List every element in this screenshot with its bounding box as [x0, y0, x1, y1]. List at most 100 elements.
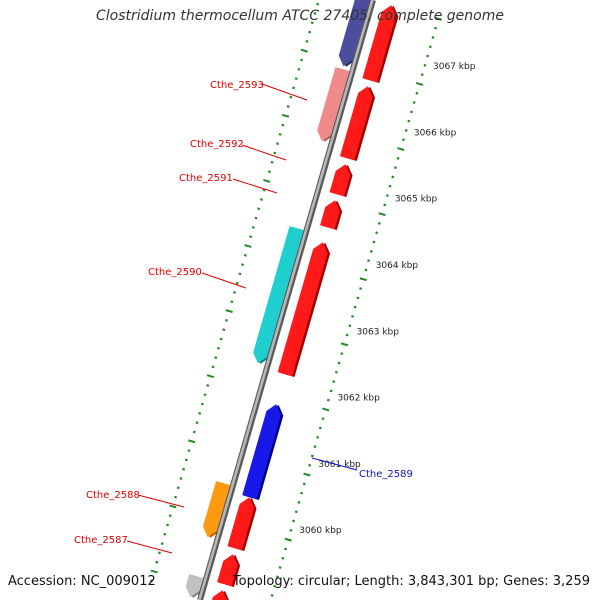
- gene-body: [338, 0, 371, 67]
- major-tick: [300, 48, 308, 53]
- backbone-highlight: [198, 0, 374, 600]
- minor-tick: [297, 67, 301, 71]
- leader-line: [311, 457, 358, 471]
- minor-tick: [163, 532, 167, 536]
- minor-tick: [200, 402, 204, 406]
- minor-tick: [278, 566, 282, 569]
- gene-features: [185, 0, 399, 600]
- major-tick: [340, 342, 349, 347]
- minor-tick: [214, 356, 218, 359]
- gene-label[interactable]: Cthe_2589: [359, 469, 413, 480]
- gene-cthe-2590[interactable]: [253, 226, 307, 364]
- gene-body: [277, 242, 328, 377]
- minor-tick: [235, 281, 239, 285]
- major-tick: [284, 537, 292, 542]
- minor-tick: [353, 305, 357, 309]
- gene-cthe-2593[interactable]: [317, 67, 353, 142]
- leader-line: [137, 494, 185, 508]
- scale-tick-label: 3067 kbp: [433, 62, 476, 72]
- minor-tick: [262, 188, 266, 192]
- minor-tick: [195, 421, 199, 425]
- gene-label[interactable]: Cthe_2591: [179, 173, 233, 184]
- topology-text: Topology: circular; Length: 3,843,301 bp…: [232, 574, 590, 589]
- minor-tick: [351, 315, 354, 318]
- minor-tick: [160, 542, 164, 545]
- gene-body: [329, 164, 351, 197]
- minor-tick: [412, 101, 416, 104]
- minor-tick: [216, 346, 220, 350]
- gene-feature[interactable]: [338, 0, 373, 67]
- gene-cthe-2591[interactable]: [320, 200, 343, 231]
- minor-tick: [289, 95, 293, 99]
- minor-tick: [289, 528, 293, 532]
- minor-tick: [316, 435, 320, 439]
- leader-line: [201, 272, 247, 289]
- gene-label[interactable]: Cthe_2592: [190, 139, 244, 150]
- minor-tick: [326, 398, 330, 402]
- minor-tick: [155, 560, 159, 564]
- scale-tick-label: 3064 kbp: [376, 261, 419, 271]
- gene-label[interactable]: Cthe_2590: [148, 267, 202, 278]
- major-tick: [225, 309, 233, 314]
- genome-title: Clostridium thermocellum ATCC 27405, com…: [96, 8, 504, 24]
- gene-cthe-2587[interactable]: [217, 554, 241, 588]
- minor-tick: [391, 175, 395, 179]
- minor-tick: [393, 166, 397, 170]
- gene-feature[interactable]: [227, 497, 257, 552]
- minor-tick: [270, 594, 274, 597]
- leader-line: [232, 178, 278, 194]
- minor-tick: [348, 324, 352, 328]
- gene-body: [227, 497, 255, 551]
- major-tick: [322, 407, 330, 412]
- gene-feature[interactable]: [339, 86, 376, 162]
- minor-tick: [297, 501, 301, 504]
- major-tick: [281, 113, 290, 118]
- minor-tick: [187, 449, 191, 452]
- gene-feature[interactable]: [362, 5, 399, 84]
- major-tick: [378, 212, 386, 217]
- gene-label[interactable]: Cthe_2588: [86, 490, 140, 501]
- scale-tick-label: 3060 kbp: [299, 526, 342, 536]
- gene-label[interactable]: Cthe_2593: [210, 80, 264, 91]
- minor-tick: [367, 259, 371, 263]
- minor-tick: [281, 556, 285, 560]
- minor-tick: [166, 523, 169, 527]
- major-tick: [434, 16, 442, 21]
- minor-tick: [243, 253, 247, 257]
- major-tick: [188, 439, 196, 444]
- minor-tick: [203, 393, 207, 397]
- major-tick: [397, 147, 405, 151]
- minor-tick: [310, 21, 314, 25]
- gene-cthe-2592[interactable]: [329, 164, 353, 198]
- major-tick: [303, 472, 311, 477]
- gene-cthe-2589[interactable]: [242, 404, 284, 501]
- major-tick: [244, 244, 252, 248]
- minor-tick: [182, 467, 186, 471]
- gene-feature[interactable]: [211, 590, 230, 600]
- minor-tick: [407, 119, 411, 123]
- minor-tick: [230, 300, 234, 304]
- minor-tick: [434, 26, 438, 30]
- minor-tick: [377, 222, 381, 225]
- minor-tick: [302, 482, 306, 486]
- minor-tick: [300, 491, 304, 495]
- gene-label[interactable]: Cthe_2587: [74, 535, 128, 546]
- minor-tick: [375, 231, 379, 235]
- scale-tick-label: 3065 kbp: [395, 195, 438, 205]
- gene-labels: Cthe_2593 Cthe_2592 Cthe_2591 Cthe_2590 Cthe…: [74, 80, 413, 546]
- gene-body: [202, 481, 231, 538]
- scale-tick-label: 3061 kbp: [318, 460, 361, 470]
- gene-feature[interactable]: [185, 574, 207, 598]
- gene-feature[interactable]: [277, 242, 331, 378]
- gene-cthe-2588[interactable]: [202, 481, 233, 538]
- gene-body: [217, 554, 238, 587]
- minor-tick: [404, 129, 408, 132]
- minor-tick: [300, 58, 304, 62]
- minor-tick: [249, 235, 253, 239]
- minor-tick: [426, 54, 430, 58]
- minor-tick: [294, 77, 298, 80]
- minor-tick: [428, 45, 432, 49]
- minor-tick: [321, 417, 325, 421]
- minor-tick: [329, 389, 333, 393]
- genome-backbone: [197, 0, 376, 600]
